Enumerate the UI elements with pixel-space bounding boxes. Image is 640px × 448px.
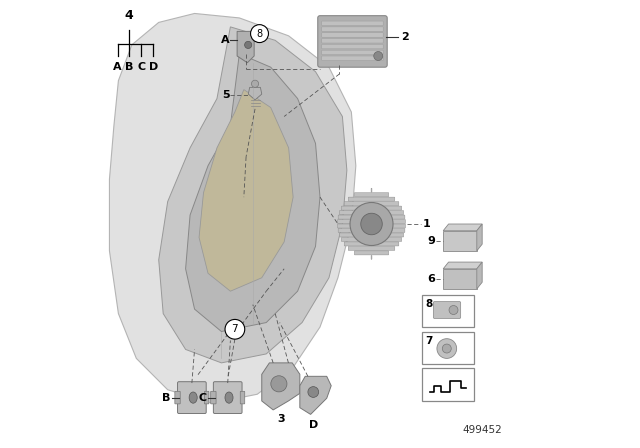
FancyBboxPatch shape <box>322 50 383 55</box>
Polygon shape <box>186 54 320 332</box>
FancyBboxPatch shape <box>371 188 372 192</box>
Circle shape <box>449 306 458 314</box>
FancyBboxPatch shape <box>341 206 402 210</box>
FancyBboxPatch shape <box>341 237 402 241</box>
FancyBboxPatch shape <box>443 231 477 251</box>
Text: 1: 1 <box>423 219 431 229</box>
Polygon shape <box>262 363 300 410</box>
FancyBboxPatch shape <box>339 211 404 215</box>
FancyBboxPatch shape <box>322 39 383 43</box>
Ellipse shape <box>189 392 197 403</box>
Polygon shape <box>443 262 482 269</box>
FancyBboxPatch shape <box>422 332 474 364</box>
Polygon shape <box>237 31 254 63</box>
Circle shape <box>252 80 259 87</box>
FancyBboxPatch shape <box>337 224 406 228</box>
FancyBboxPatch shape <box>422 368 474 401</box>
Text: C: C <box>198 392 207 403</box>
FancyBboxPatch shape <box>443 269 477 289</box>
FancyBboxPatch shape <box>240 392 244 404</box>
FancyBboxPatch shape <box>344 202 399 206</box>
Polygon shape <box>443 224 482 231</box>
Circle shape <box>250 25 269 43</box>
Circle shape <box>437 339 457 358</box>
FancyBboxPatch shape <box>348 246 395 250</box>
Text: 7: 7 <box>232 324 238 334</box>
Circle shape <box>374 52 383 60</box>
Text: D: D <box>148 62 158 72</box>
Circle shape <box>308 387 319 397</box>
Text: 7: 7 <box>426 336 433 346</box>
Circle shape <box>361 213 382 235</box>
FancyBboxPatch shape <box>422 295 474 327</box>
FancyBboxPatch shape <box>322 27 383 31</box>
FancyBboxPatch shape <box>322 56 383 60</box>
Text: 8: 8 <box>426 299 433 309</box>
FancyBboxPatch shape <box>433 302 461 319</box>
Text: 499452: 499452 <box>462 425 502 435</box>
Ellipse shape <box>225 392 233 403</box>
FancyBboxPatch shape <box>338 215 405 219</box>
FancyBboxPatch shape <box>211 392 216 404</box>
Polygon shape <box>477 224 482 251</box>
Text: B: B <box>125 62 133 72</box>
FancyBboxPatch shape <box>348 197 395 201</box>
Text: A: A <box>113 62 122 72</box>
FancyBboxPatch shape <box>213 382 242 414</box>
Polygon shape <box>199 90 293 291</box>
Polygon shape <box>300 376 332 414</box>
Text: D: D <box>308 420 318 430</box>
FancyBboxPatch shape <box>322 21 383 26</box>
FancyBboxPatch shape <box>371 255 372 259</box>
FancyBboxPatch shape <box>355 251 388 255</box>
Text: A: A <box>221 35 230 45</box>
FancyBboxPatch shape <box>322 44 383 49</box>
Circle shape <box>442 344 451 353</box>
FancyBboxPatch shape <box>339 233 404 237</box>
Polygon shape <box>248 87 262 100</box>
Text: 2: 2 <box>401 32 408 42</box>
FancyBboxPatch shape <box>317 16 387 67</box>
Text: 8: 8 <box>257 29 262 39</box>
FancyBboxPatch shape <box>338 228 405 233</box>
Circle shape <box>350 202 393 246</box>
Text: 6: 6 <box>428 274 435 284</box>
Polygon shape <box>109 13 356 403</box>
FancyBboxPatch shape <box>344 242 399 246</box>
FancyBboxPatch shape <box>355 193 388 197</box>
Circle shape <box>271 376 287 392</box>
Text: 9: 9 <box>428 236 435 246</box>
Text: 5: 5 <box>222 90 230 100</box>
Circle shape <box>244 41 252 48</box>
FancyBboxPatch shape <box>204 392 209 404</box>
Text: 4: 4 <box>124 9 133 22</box>
Text: C: C <box>137 62 145 72</box>
Circle shape <box>225 319 244 339</box>
FancyBboxPatch shape <box>175 392 180 404</box>
FancyBboxPatch shape <box>322 33 383 37</box>
Text: B: B <box>163 392 171 403</box>
FancyBboxPatch shape <box>177 382 206 414</box>
FancyBboxPatch shape <box>337 220 406 224</box>
Polygon shape <box>159 27 347 363</box>
Polygon shape <box>477 262 482 289</box>
Text: 3: 3 <box>277 414 285 424</box>
